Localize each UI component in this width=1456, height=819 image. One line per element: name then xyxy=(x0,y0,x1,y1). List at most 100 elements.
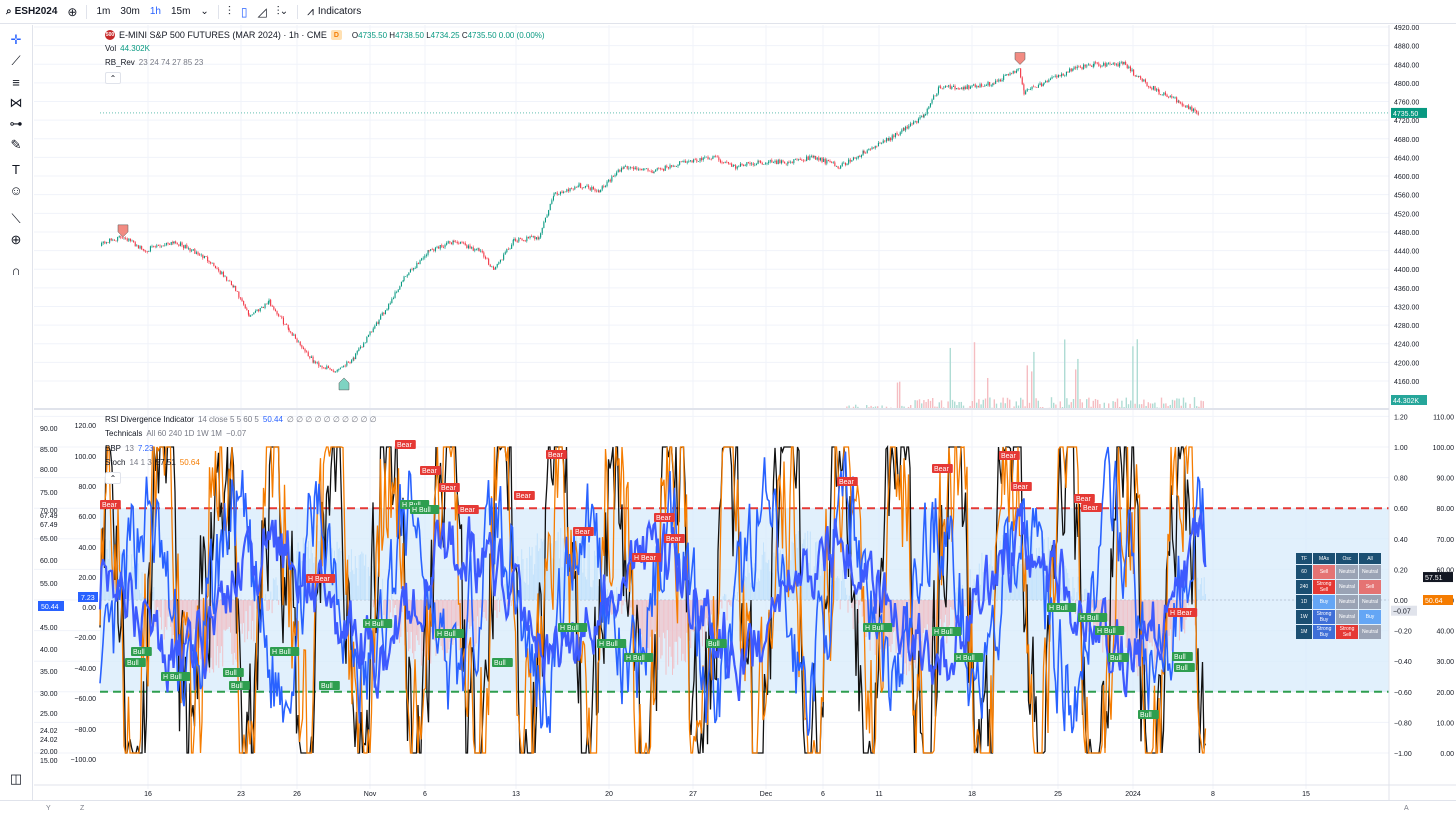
osc-left2-tick-label: 40.00 xyxy=(78,545,96,552)
candle xyxy=(1112,63,1114,65)
candle xyxy=(948,85,950,87)
bear-signal-flag[interactable] xyxy=(1014,52,1026,65)
candle xyxy=(247,310,249,315)
ruler-icon[interactable]: ⟍ xyxy=(11,211,21,226)
candle xyxy=(236,290,238,292)
candle xyxy=(898,134,900,136)
candle xyxy=(619,169,621,172)
candle xyxy=(216,268,218,269)
technicals-bar xyxy=(707,600,709,626)
candle xyxy=(495,266,497,270)
candle xyxy=(391,298,393,304)
collapse-legend-button[interactable]: ⌃ xyxy=(105,72,121,84)
candle xyxy=(371,331,373,333)
bear-signal-flag[interactable] xyxy=(117,224,129,238)
drawing-toolbar: ✛ ⟋ ≡ ⋈ ⊶ ✎ T ☺ ⟍ ⊕ ∩ ◫ xyxy=(0,25,33,800)
candle xyxy=(409,269,411,273)
crosshair-icon[interactable]: ✛ xyxy=(10,32,22,47)
pattern-icon[interactable]: ⋈ xyxy=(9,95,23,110)
interval-1m[interactable]: 1m xyxy=(96,6,111,17)
scale-z-button[interactable]: Z xyxy=(80,805,85,812)
bull-label-bg xyxy=(131,647,152,656)
h-bull-label: H Bull xyxy=(599,641,618,648)
emoji-icon[interactable]: ☺ xyxy=(9,182,23,198)
technicals-bar xyxy=(909,600,911,666)
technicals-bar xyxy=(210,600,212,658)
symbol-search[interactable]: ⌕ ESH2024 xyxy=(0,0,62,24)
candle xyxy=(641,169,643,171)
candle xyxy=(518,238,520,242)
candle xyxy=(121,237,123,239)
candle xyxy=(713,156,715,158)
volume-bar xyxy=(1154,402,1156,409)
technicals-bar xyxy=(419,600,421,623)
candles-style-button[interactable]: ▯ xyxy=(236,0,253,24)
rsi-legend[interactable]: RSI Divergence Indicator 14 close 5 5 60… xyxy=(105,415,377,424)
technicals-bar xyxy=(496,600,498,618)
h-bull-label-bg xyxy=(863,623,893,632)
scale-y-button[interactable]: Y xyxy=(46,805,51,812)
interval-15m[interactable]: 15m xyxy=(170,6,191,17)
interval-1h[interactable]: 1h xyxy=(149,6,161,17)
price-pane[interactable] xyxy=(100,52,1389,409)
stoch-legend[interactable]: Stoch 14 1 3 57.51 50.64 xyxy=(105,458,200,467)
candle xyxy=(574,186,576,190)
bbp-legend[interactable]: BBP 13 7.23 xyxy=(105,444,154,453)
brush-icon[interactable]: ✎ xyxy=(10,137,22,152)
interval-dropdown[interactable]: ⌄ xyxy=(195,0,213,24)
delayed-badge[interactable]: D xyxy=(330,30,342,40)
collapse-lower-legend-button[interactable]: ⌃ xyxy=(105,472,121,484)
candle xyxy=(649,170,651,172)
candle xyxy=(1061,73,1063,77)
fib-icon[interactable]: ≡ xyxy=(12,74,20,90)
add-symbol-button[interactable]: ⊕ xyxy=(62,0,82,24)
technicals-bar xyxy=(201,600,203,661)
trend-line-icon[interactable]: ⟋ xyxy=(11,53,21,68)
candle xyxy=(472,247,474,251)
bull-label: Bull xyxy=(321,683,333,690)
bear-label: Bear xyxy=(1001,453,1016,460)
rb-rev-legend[interactable]: RB_Rev 23 24 74 27 85 23 xyxy=(105,58,203,67)
symbol-legend[interactable]: 500 E-MINI S&P 500 FUTURES (MAR 2024) · … xyxy=(105,30,545,40)
candle xyxy=(218,268,220,271)
candle xyxy=(1039,83,1041,86)
volume-bar xyxy=(980,404,982,409)
volume-bar xyxy=(921,403,923,409)
technicals-bar xyxy=(448,600,450,650)
table-cell-mas: Strong Sell xyxy=(1313,580,1335,594)
candle xyxy=(243,301,245,305)
indicators-button[interactable]: ⩘ Indicators xyxy=(302,0,366,24)
volume-legend[interactable]: Vol 44.302K xyxy=(105,44,150,53)
candle xyxy=(1087,64,1089,66)
bull-signal-flag[interactable] xyxy=(338,377,350,391)
osc-left-tick-label: 20.00 xyxy=(40,749,58,756)
technicals-bar xyxy=(356,567,358,600)
prediction-icon[interactable]: ⊶ xyxy=(9,116,23,131)
camera-icon[interactable]: ◫ xyxy=(9,771,23,786)
chart-canvas[interactable]: BearBearBearBearBearBearBearBearBearBear… xyxy=(34,25,1456,800)
bars-style-button[interactable]: ⫶ xyxy=(223,0,236,24)
candle xyxy=(1168,97,1170,98)
text-icon[interactable]: T xyxy=(12,161,20,177)
magnet-icon[interactable]: ∩ xyxy=(11,262,21,278)
volume-bar xyxy=(987,377,989,409)
chart-type-icon: ⫶ xyxy=(276,4,280,18)
candle xyxy=(397,289,399,293)
area-style-button[interactable]: ◿ xyxy=(252,0,271,24)
candle xyxy=(358,348,360,352)
h-bull-label: H Bull xyxy=(934,629,953,636)
candle xyxy=(467,245,469,249)
technicals-bar xyxy=(721,600,723,609)
oscillator-pane[interactable]: BearBearBearBearBearBearBearBearBearBear… xyxy=(98,440,1389,755)
chart-type-dropdown[interactable]: ⫶ ⌄ xyxy=(272,0,293,24)
candle xyxy=(623,166,625,169)
interval-30m[interactable]: 30m xyxy=(120,6,140,17)
candle xyxy=(693,159,695,163)
zoom-icon[interactable]: ⊕ xyxy=(10,232,22,247)
candle xyxy=(675,166,677,167)
technicals-legend[interactable]: Technicals All 60 240 1D 1W 1M −0.07 xyxy=(105,429,246,438)
technicals-bar xyxy=(263,600,265,601)
technicals-bar xyxy=(835,577,837,600)
auto-scale-button[interactable]: A xyxy=(1404,805,1409,812)
volume-bar xyxy=(1136,339,1138,409)
